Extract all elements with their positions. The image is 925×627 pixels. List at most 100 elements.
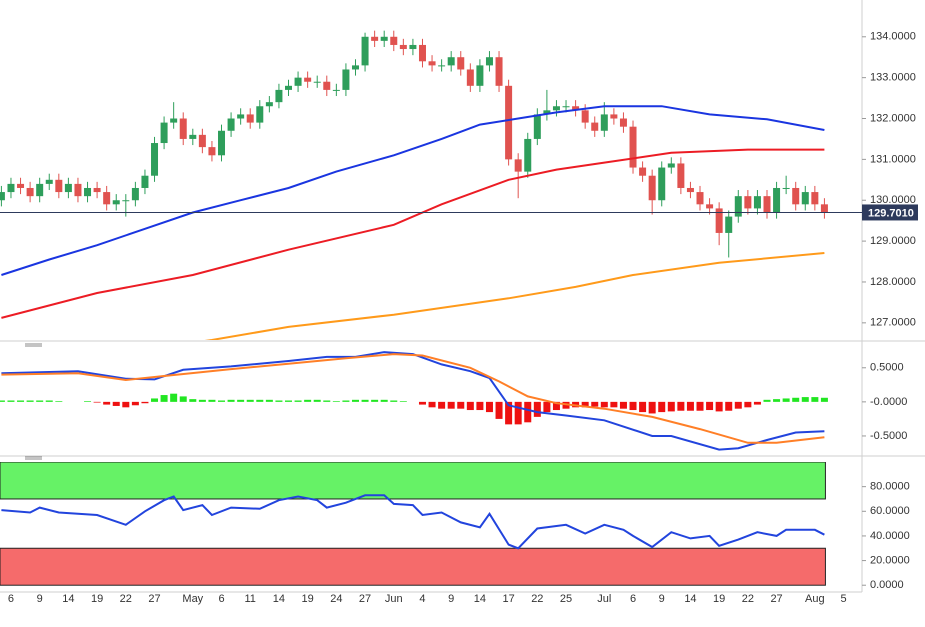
- y-tick-label: -0.5000: [870, 430, 907, 442]
- candle-body: [572, 106, 580, 111]
- x-tick-label: 9: [37, 593, 43, 605]
- candle-body: [351, 65, 359, 70]
- histogram-bar: [55, 401, 63, 402]
- candle-body: [294, 77, 302, 86]
- candle-body: [696, 192, 704, 205]
- candle-body: [476, 65, 484, 86]
- histogram-bar: [629, 401, 637, 411]
- candle-body: [285, 85, 292, 90]
- histogram-bar: [533, 401, 541, 417]
- candle-body: [686, 187, 694, 193]
- histogram-bar: [658, 401, 666, 413]
- candle-body: [256, 106, 264, 123]
- zone-band: [0, 547, 826, 586]
- x-tick-label: 27: [359, 593, 371, 605]
- histogram-bar: [256, 399, 264, 402]
- histogram-bar: [7, 400, 15, 402]
- resize-handle[interactable]: [25, 343, 42, 460]
- candle-body: [734, 196, 742, 217]
- candle-body: [265, 102, 273, 107]
- histogram-bar: [218, 400, 226, 402]
- histogram-bar: [160, 395, 168, 402]
- histogram-bar: [141, 401, 149, 404]
- histogram-bar: [600, 401, 608, 408]
- histogram-bar: [476, 401, 484, 411]
- candle-body: [36, 183, 44, 197]
- candle-body: [667, 163, 675, 168]
- candle-body: [304, 77, 312, 82]
- histogram-bar: [524, 401, 532, 423]
- y-tick-label: 0.5000: [870, 362, 904, 374]
- candle-body: [543, 110, 551, 115]
- histogram-bar: [0, 400, 5, 402]
- histogram-bar: [112, 401, 120, 406]
- histogram-bar: [390, 400, 398, 402]
- zone-band: [0, 462, 826, 500]
- candle-body: [495, 57, 503, 86]
- histogram-bar: [610, 401, 618, 408]
- x-tick-label: 9: [659, 593, 665, 605]
- histogram-bar: [189, 399, 197, 402]
- histogram-bar: [706, 401, 714, 411]
- histogram-bar: [151, 398, 159, 402]
- histogram-bar: [734, 401, 742, 409]
- candle-body: [418, 44, 426, 62]
- x-tick-label: May: [182, 593, 203, 605]
- y-tick-label: 0.0000: [870, 579, 904, 591]
- y-tick-label: 40.0000: [870, 530, 910, 542]
- histogram-bar: [591, 401, 599, 407]
- histogram-bar: [725, 401, 733, 411]
- histogram-bar: [380, 399, 388, 402]
- x-tick-label: 14: [273, 593, 285, 605]
- candle-body: [773, 187, 781, 213]
- x-tick-label: 19: [302, 593, 314, 605]
- candle-body: [208, 147, 216, 156]
- histogram-bar: [304, 399, 312, 402]
- histogram-bar: [619, 401, 627, 409]
- candle-body: [591, 122, 599, 131]
- candle-body: [438, 65, 446, 67]
- candle-body: [74, 183, 82, 197]
- candle-body: [189, 134, 197, 139]
- candle-body: [792, 187, 800, 205]
- histogram-bar: [753, 401, 761, 405]
- histogram-bar: [179, 396, 187, 402]
- x-tick-label: 19: [713, 593, 725, 605]
- candle-body: [505, 85, 513, 160]
- candle-body: [648, 175, 656, 201]
- histogram-bar: [457, 401, 465, 409]
- line-series: [1, 351, 825, 451]
- candle-body: [399, 44, 407, 50]
- histogram-bar: [773, 399, 781, 402]
- candle-body: [0, 192, 5, 201]
- histogram-bar: [26, 400, 34, 402]
- x-tick-label: 14: [684, 593, 696, 605]
- panel: [0, 30, 828, 340]
- histogram-bar: [93, 401, 101, 403]
- candle-body: [26, 187, 34, 197]
- candle-body: [64, 183, 72, 193]
- histogram-bar: [495, 401, 503, 419]
- candle-body: [533, 114, 541, 139]
- candle-body: [744, 196, 752, 209]
- y-tick-label: -0.0000: [870, 396, 907, 408]
- histogram-bar: [581, 401, 589, 408]
- candle-body: [45, 179, 53, 184]
- histogram-bar: [45, 400, 53, 402]
- y-tick-label: 20.0000: [870, 554, 910, 566]
- candle-body: [112, 200, 120, 205]
- histogram-bar: [428, 401, 436, 408]
- x-tick-label: 6: [218, 593, 224, 605]
- y-tick-label: 131.0000: [870, 153, 916, 165]
- histogram-bar: [677, 401, 685, 411]
- candle-body: [514, 159, 522, 172]
- candle-body: [131, 187, 139, 201]
- candle-body: [93, 187, 101, 193]
- histogram-bar: [342, 400, 350, 402]
- plot-layer: 127.0000 128.0000 129.0000 130.0000 131.0000…: [0, 30, 918, 605]
- histogram-bar: [294, 400, 302, 402]
- x-tick-label: 6: [8, 593, 14, 605]
- last-price-box: [862, 204, 918, 221]
- candle-body: [361, 36, 369, 66]
